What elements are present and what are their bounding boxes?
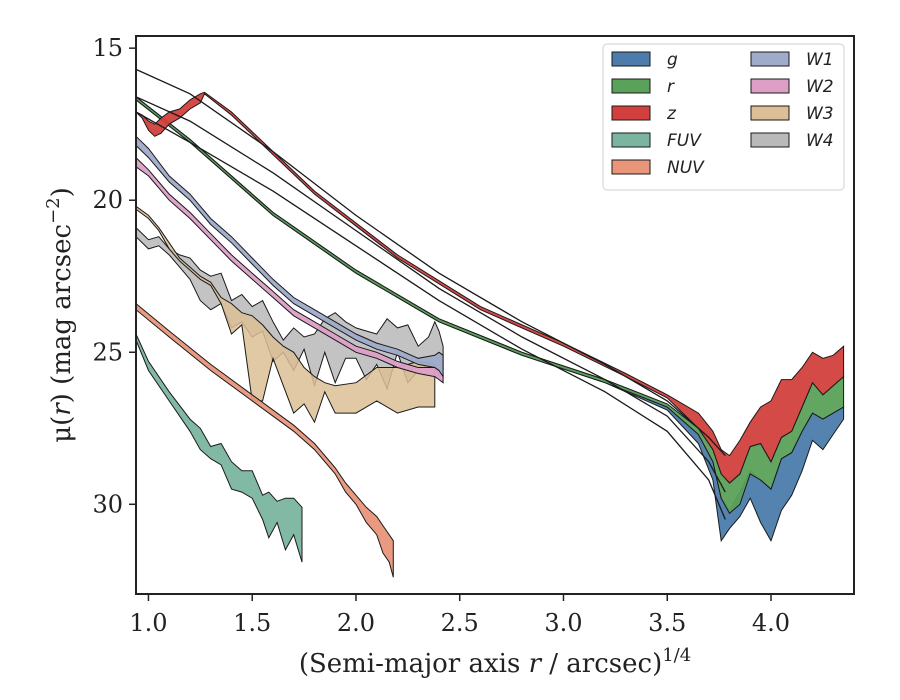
x-tick-label: 1.0	[129, 609, 167, 637]
band-w2	[135, 156, 444, 384]
y-axis: 15 20 25 30	[92, 34, 136, 518]
model-line-3	[135, 111, 726, 520]
legend-label-w3: W3	[806, 104, 834, 124]
legend: grz FUV NUV W1 W2 W3 W4	[602, 43, 845, 191]
band-fuv	[135, 333, 303, 563]
legend-swatch-nuv	[611, 159, 651, 175]
legend-label-w4: W4	[806, 131, 834, 151]
model-line-1	[135, 68, 726, 457]
y-tick-label: 20	[92, 186, 123, 214]
x-tick-label: 4.0	[752, 609, 790, 637]
legend-label-fuv: FUV	[667, 131, 702, 151]
legend-label-r: r	[667, 77, 675, 97]
x-axis-label: (Semi-major axis r / arcsec)1/4	[299, 645, 691, 679]
legend-swatch-r	[611, 78, 651, 94]
model-line-2	[135, 96, 726, 493]
plot-frame	[135, 35, 855, 595]
x-axis: 1.0 1.5 2.0 2.5 3.0 3.5 4.0	[129, 594, 790, 637]
legend-swatch-g	[611, 51, 651, 67]
band-areas	[135, 91, 845, 578]
legend-label-g: g	[667, 50, 678, 70]
legend-swatch-z	[611, 105, 651, 121]
x-tick-label: 3.0	[544, 609, 582, 637]
legend-label-z: z	[666, 104, 677, 124]
y-tick-label: 15	[92, 34, 123, 62]
band-nuv	[135, 302, 394, 578]
x-tick-label: 2.5	[441, 609, 479, 637]
band-w3	[135, 205, 436, 424]
x-tick-label: 3.5	[648, 609, 686, 637]
legend-swatch-w3	[750, 105, 790, 121]
legend-label-nuv: NUV	[667, 158, 705, 178]
legend-swatch-w4	[750, 132, 790, 148]
model-lines	[135, 68, 726, 520]
legend-label-w2: W2	[806, 77, 834, 97]
band-w1	[135, 135, 444, 379]
band-r	[135, 95, 845, 515]
legend-swatch-w2	[750, 78, 790, 94]
legend-swatch-w1	[750, 51, 790, 67]
y-tick-label: 25	[92, 338, 123, 366]
legend-swatch-fuv	[611, 132, 651, 148]
y-axis-label: μ(r) (mag arcsec−2)	[43, 187, 77, 443]
x-tick-label: 2.0	[337, 609, 375, 637]
y-tick-label: 30	[92, 490, 123, 518]
legend-label-w1: W1	[806, 50, 834, 70]
x-tick-label: 1.5	[233, 609, 271, 637]
